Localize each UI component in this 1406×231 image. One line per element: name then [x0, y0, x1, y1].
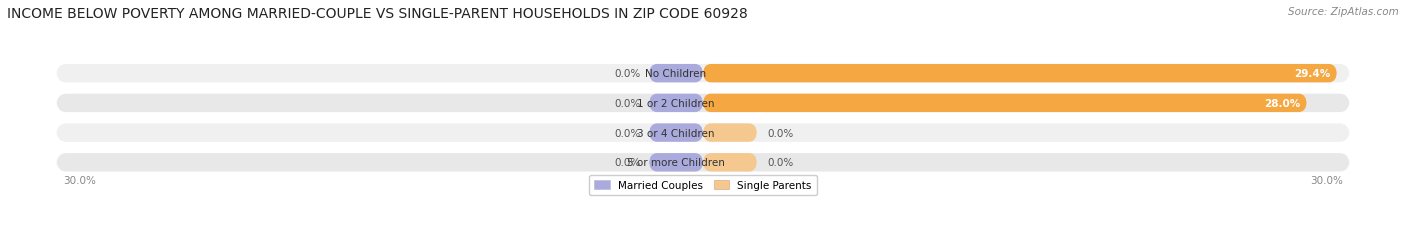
FancyBboxPatch shape [703, 124, 756, 142]
Text: 0.0%: 0.0% [768, 158, 794, 167]
Text: No Children: No Children [645, 69, 707, 79]
Text: 3 or 4 Children: 3 or 4 Children [637, 128, 714, 138]
FancyBboxPatch shape [650, 124, 703, 142]
Text: 0.0%: 0.0% [768, 128, 794, 138]
Text: 1 or 2 Children: 1 or 2 Children [637, 98, 714, 108]
Text: 29.4%: 29.4% [1294, 69, 1330, 79]
FancyBboxPatch shape [703, 65, 1337, 83]
Text: Source: ZipAtlas.com: Source: ZipAtlas.com [1288, 7, 1399, 17]
Text: 0.0%: 0.0% [614, 128, 641, 138]
FancyBboxPatch shape [650, 65, 703, 83]
Text: INCOME BELOW POVERTY AMONG MARRIED-COUPLE VS SINGLE-PARENT HOUSEHOLDS IN ZIP COD: INCOME BELOW POVERTY AMONG MARRIED-COUPL… [7, 7, 748, 21]
FancyBboxPatch shape [56, 124, 1350, 142]
Text: 30.0%: 30.0% [63, 175, 96, 185]
FancyBboxPatch shape [703, 153, 756, 172]
Text: 0.0%: 0.0% [614, 98, 641, 108]
FancyBboxPatch shape [56, 65, 1350, 83]
Text: 30.0%: 30.0% [1310, 175, 1343, 185]
Text: 5 or more Children: 5 or more Children [627, 158, 725, 167]
Legend: Married Couples, Single Parents: Married Couples, Single Parents [589, 175, 817, 195]
FancyBboxPatch shape [703, 94, 1306, 112]
Text: 28.0%: 28.0% [1264, 98, 1301, 108]
Text: 0.0%: 0.0% [614, 69, 641, 79]
FancyBboxPatch shape [56, 94, 1350, 112]
FancyBboxPatch shape [650, 94, 703, 112]
FancyBboxPatch shape [650, 153, 703, 172]
Text: 0.0%: 0.0% [614, 158, 641, 167]
FancyBboxPatch shape [56, 153, 1350, 172]
